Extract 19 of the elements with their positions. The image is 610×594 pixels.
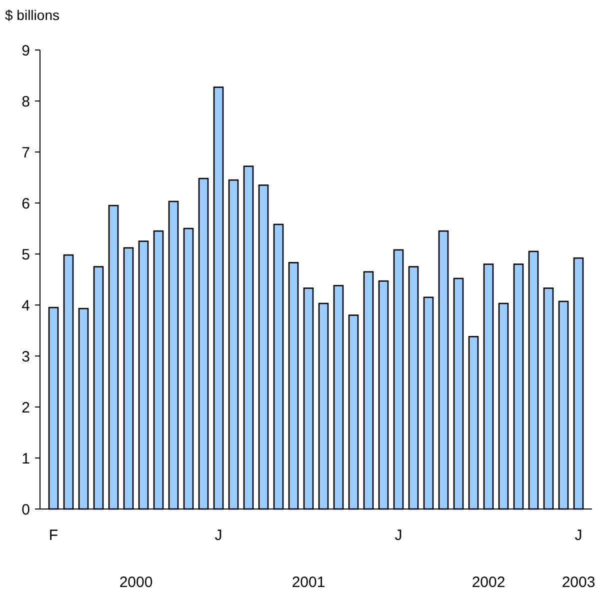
y-tick-label: 3 — [22, 348, 30, 366]
y-tick-label: 1 — [22, 450, 30, 468]
y-tick-label: 5 — [22, 246, 30, 264]
x-tick-label: F — [48, 527, 58, 544]
y-tick-label: 9 — [22, 42, 30, 60]
y-tick-label: 2 — [22, 399, 30, 416]
y-tick-label: 8 — [22, 93, 30, 110]
x-tick-label: J — [574, 527, 582, 544]
x-tick-label: J — [214, 527, 222, 544]
text: 2001 — [292, 574, 326, 591]
x-tick-label: J — [394, 527, 402, 544]
y-tick-label: 7 — [22, 144, 30, 162]
text: 2002 — [472, 574, 506, 591]
text: 2000 — [119, 574, 153, 591]
y-axis-title: $ billions — [5, 7, 60, 23]
y-tick-label: 0 — [22, 501, 30, 518]
y-tick-label: 4 — [22, 297, 30, 314]
y-tick-label: 6 — [22, 195, 30, 212]
text: 2003 — [562, 574, 596, 591]
